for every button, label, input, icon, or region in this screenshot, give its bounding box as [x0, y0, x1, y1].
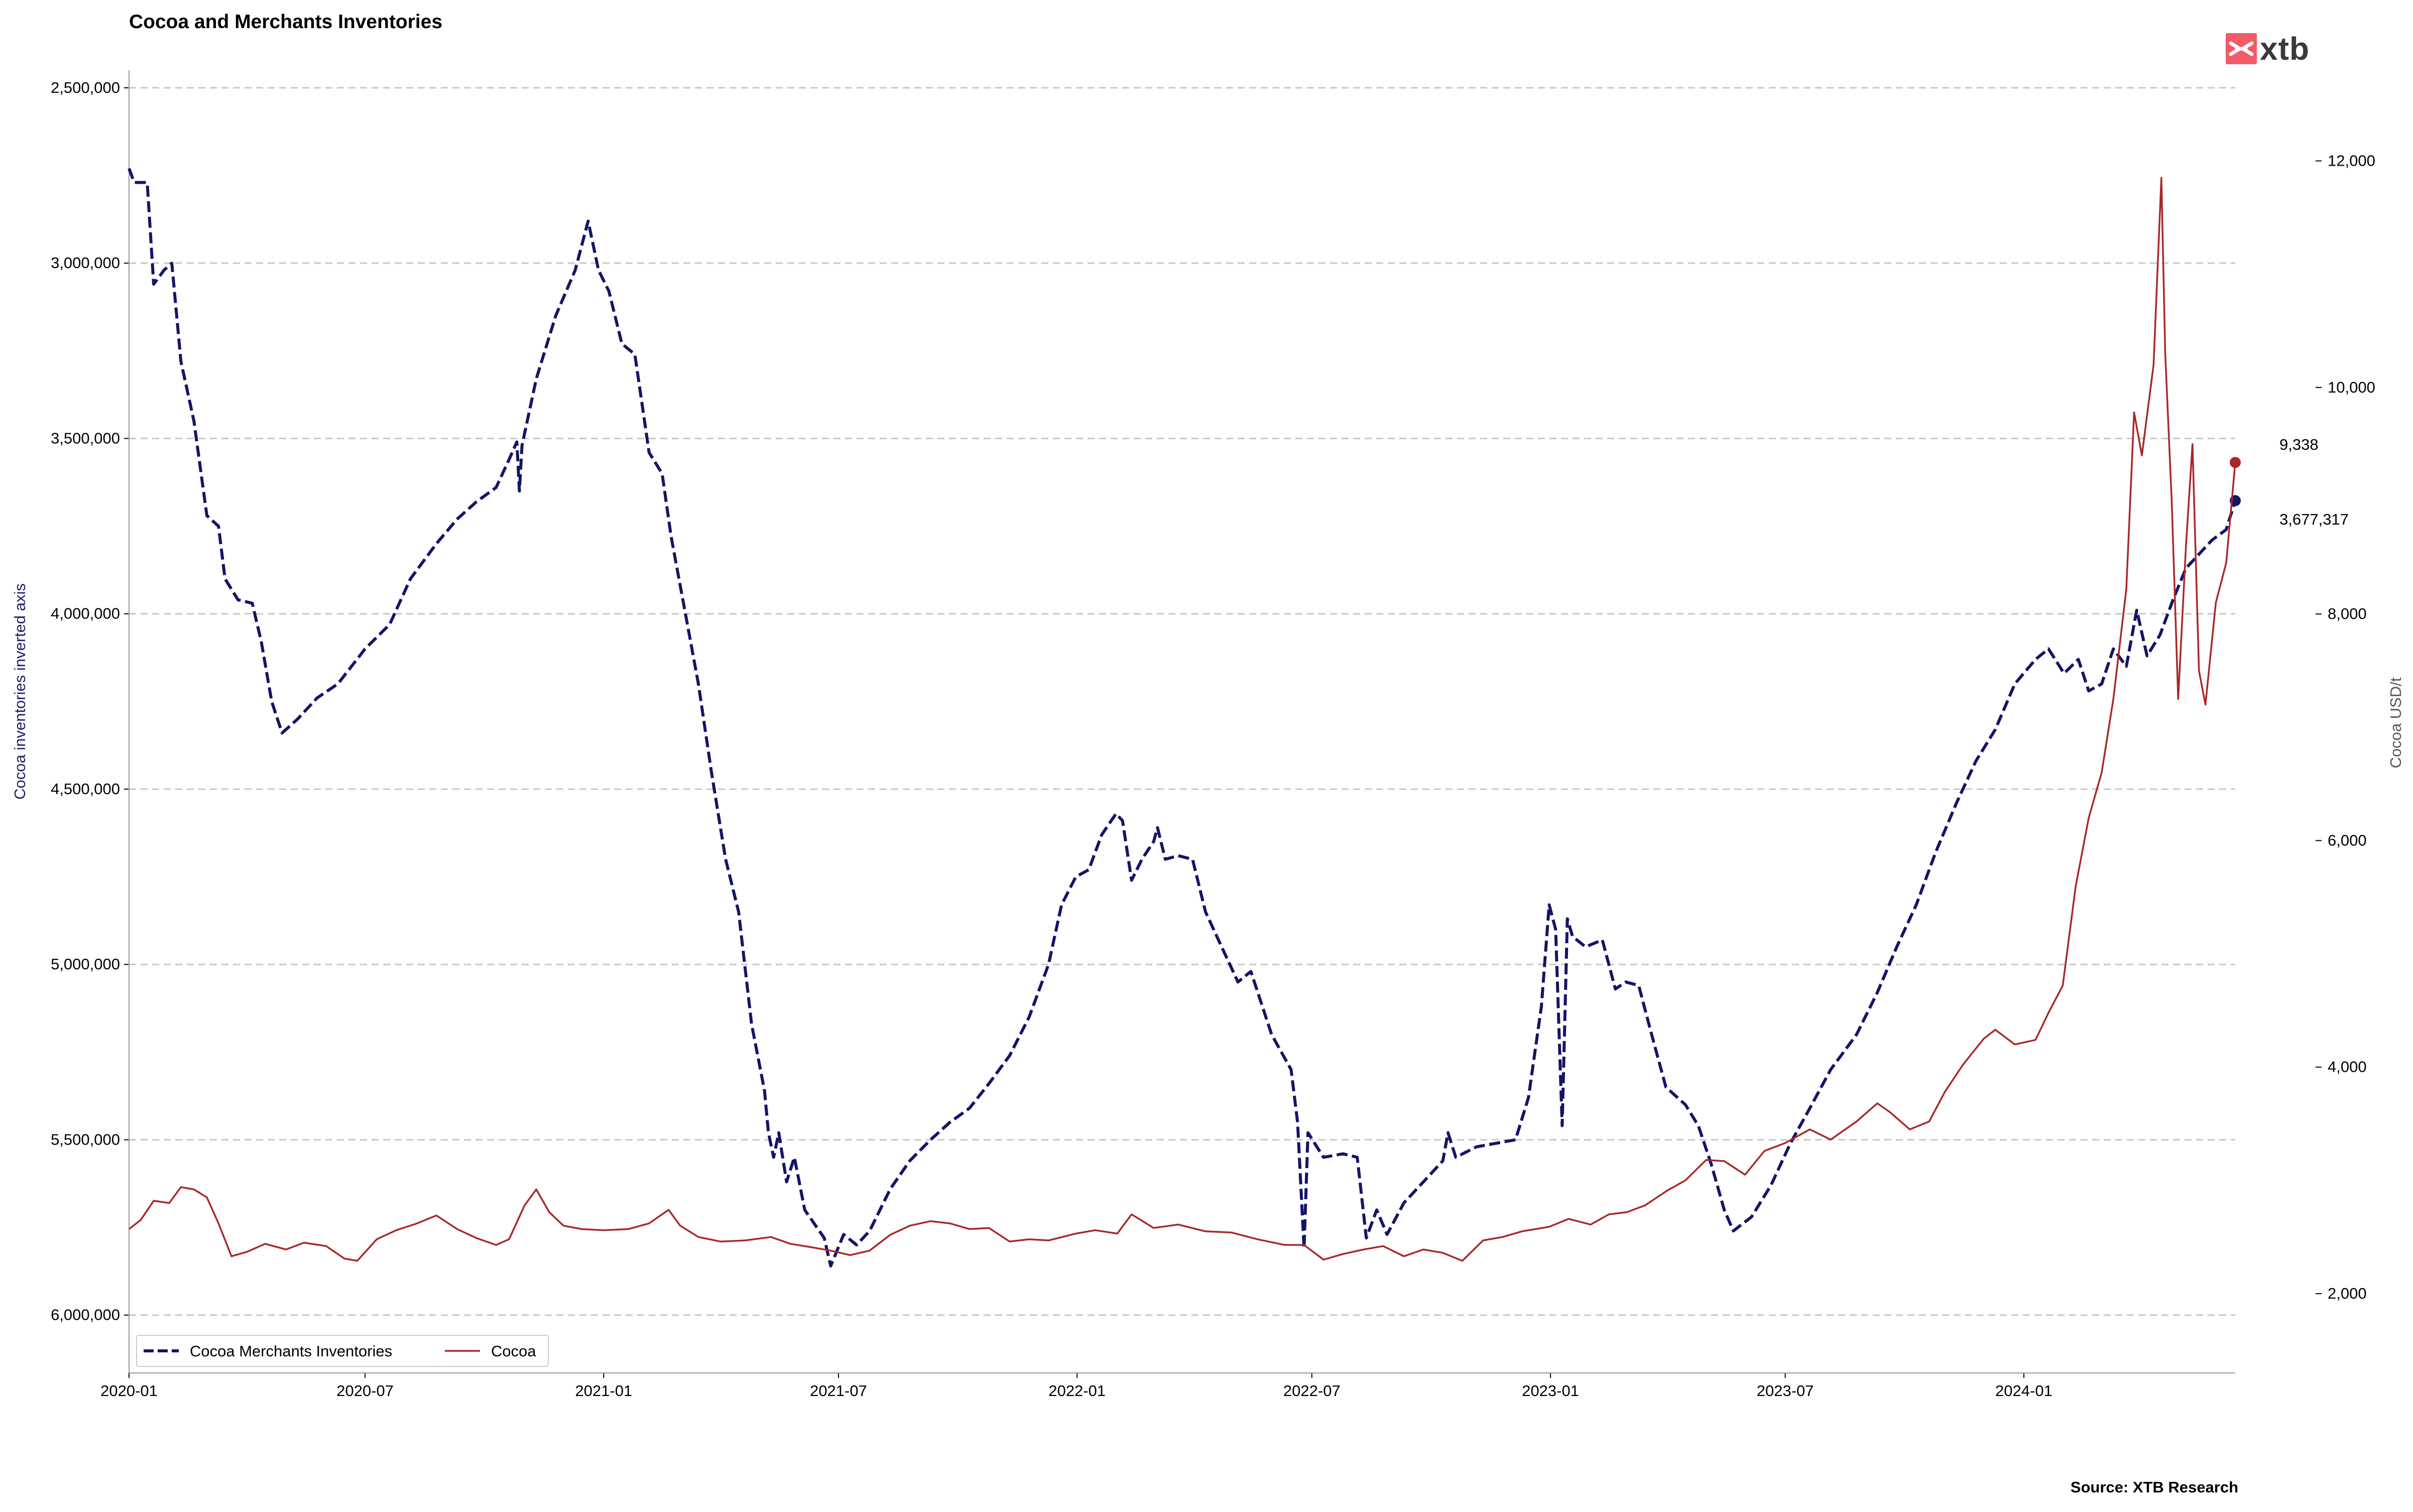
x-axis-tick-label: 2023-07: [1757, 1382, 1814, 1400]
legend-label-inventories: Cocoa Merchants Inventories: [190, 1342, 392, 1360]
right-axis-tick-label: 10,000: [2328, 379, 2375, 396]
right-axis-tick-label: 8,000: [2328, 605, 2367, 622]
left-axis-title: Cocoa inventories inverted axis: [11, 583, 29, 800]
xtb-logo-mark-icon: [2226, 33, 2257, 64]
left-axis-tick-label: 5,000,000: [51, 955, 120, 973]
x-axis-tick-label: 2024-01: [1995, 1382, 2053, 1400]
series-end-label: 9,338: [2279, 436, 2319, 453]
legend-box: [136, 1335, 549, 1367]
right-axis-tick-label: 2,000: [2328, 1285, 2367, 1302]
x-axis-tick-label: 2022-01: [1048, 1382, 1106, 1400]
x-axis-tick-label: 2021-01: [575, 1382, 633, 1400]
left-axis-tick-label: 3,000,000: [51, 254, 120, 272]
xtb-logo-text: xtb: [2260, 31, 2310, 67]
right-axis-tick-label: 6,000: [2328, 831, 2367, 849]
series-line-inventories: [128, 168, 2237, 1268]
left-axis-tick-label: 4,000,000: [51, 605, 120, 622]
x-axis-tick-label: 2021-07: [810, 1382, 867, 1400]
x-axis-tick-label: 2020-07: [336, 1382, 394, 1400]
right-axis-title: Cocoa USD/t: [2387, 677, 2404, 768]
left-axis-tick-label: 4,500,000: [51, 780, 120, 798]
series-line-cocoa: [128, 177, 2236, 1262]
chart-title: Cocoa and Merchants Inventories: [129, 11, 443, 33]
left-axis-tick-label: 6,000,000: [51, 1306, 120, 1324]
legend-label-cocoa: Cocoa: [491, 1342, 536, 1360]
x-axis-tick-label: 2020-01: [100, 1382, 158, 1400]
left-axis-tick-label: 2,500,000: [51, 79, 120, 96]
left-axis-tick-label: 5,500,000: [51, 1130, 120, 1148]
source-note: Source: XTB Research: [2070, 1478, 2238, 1496]
xtb-logo: xtb: [2226, 31, 2310, 66]
right-axis-tick-label: 4,000: [2328, 1058, 2367, 1076]
x-axis-tick-label: 2023-01: [1522, 1382, 1579, 1400]
left-axis-tick-label: 3,500,000: [51, 429, 120, 447]
x-axis-tick-label: 2022-07: [1283, 1382, 1341, 1400]
series-end-marker: [2230, 457, 2241, 468]
series-end-label: 3,677,317: [2279, 511, 2349, 528]
right-axis-tick-label: 12,000: [2328, 152, 2375, 170]
